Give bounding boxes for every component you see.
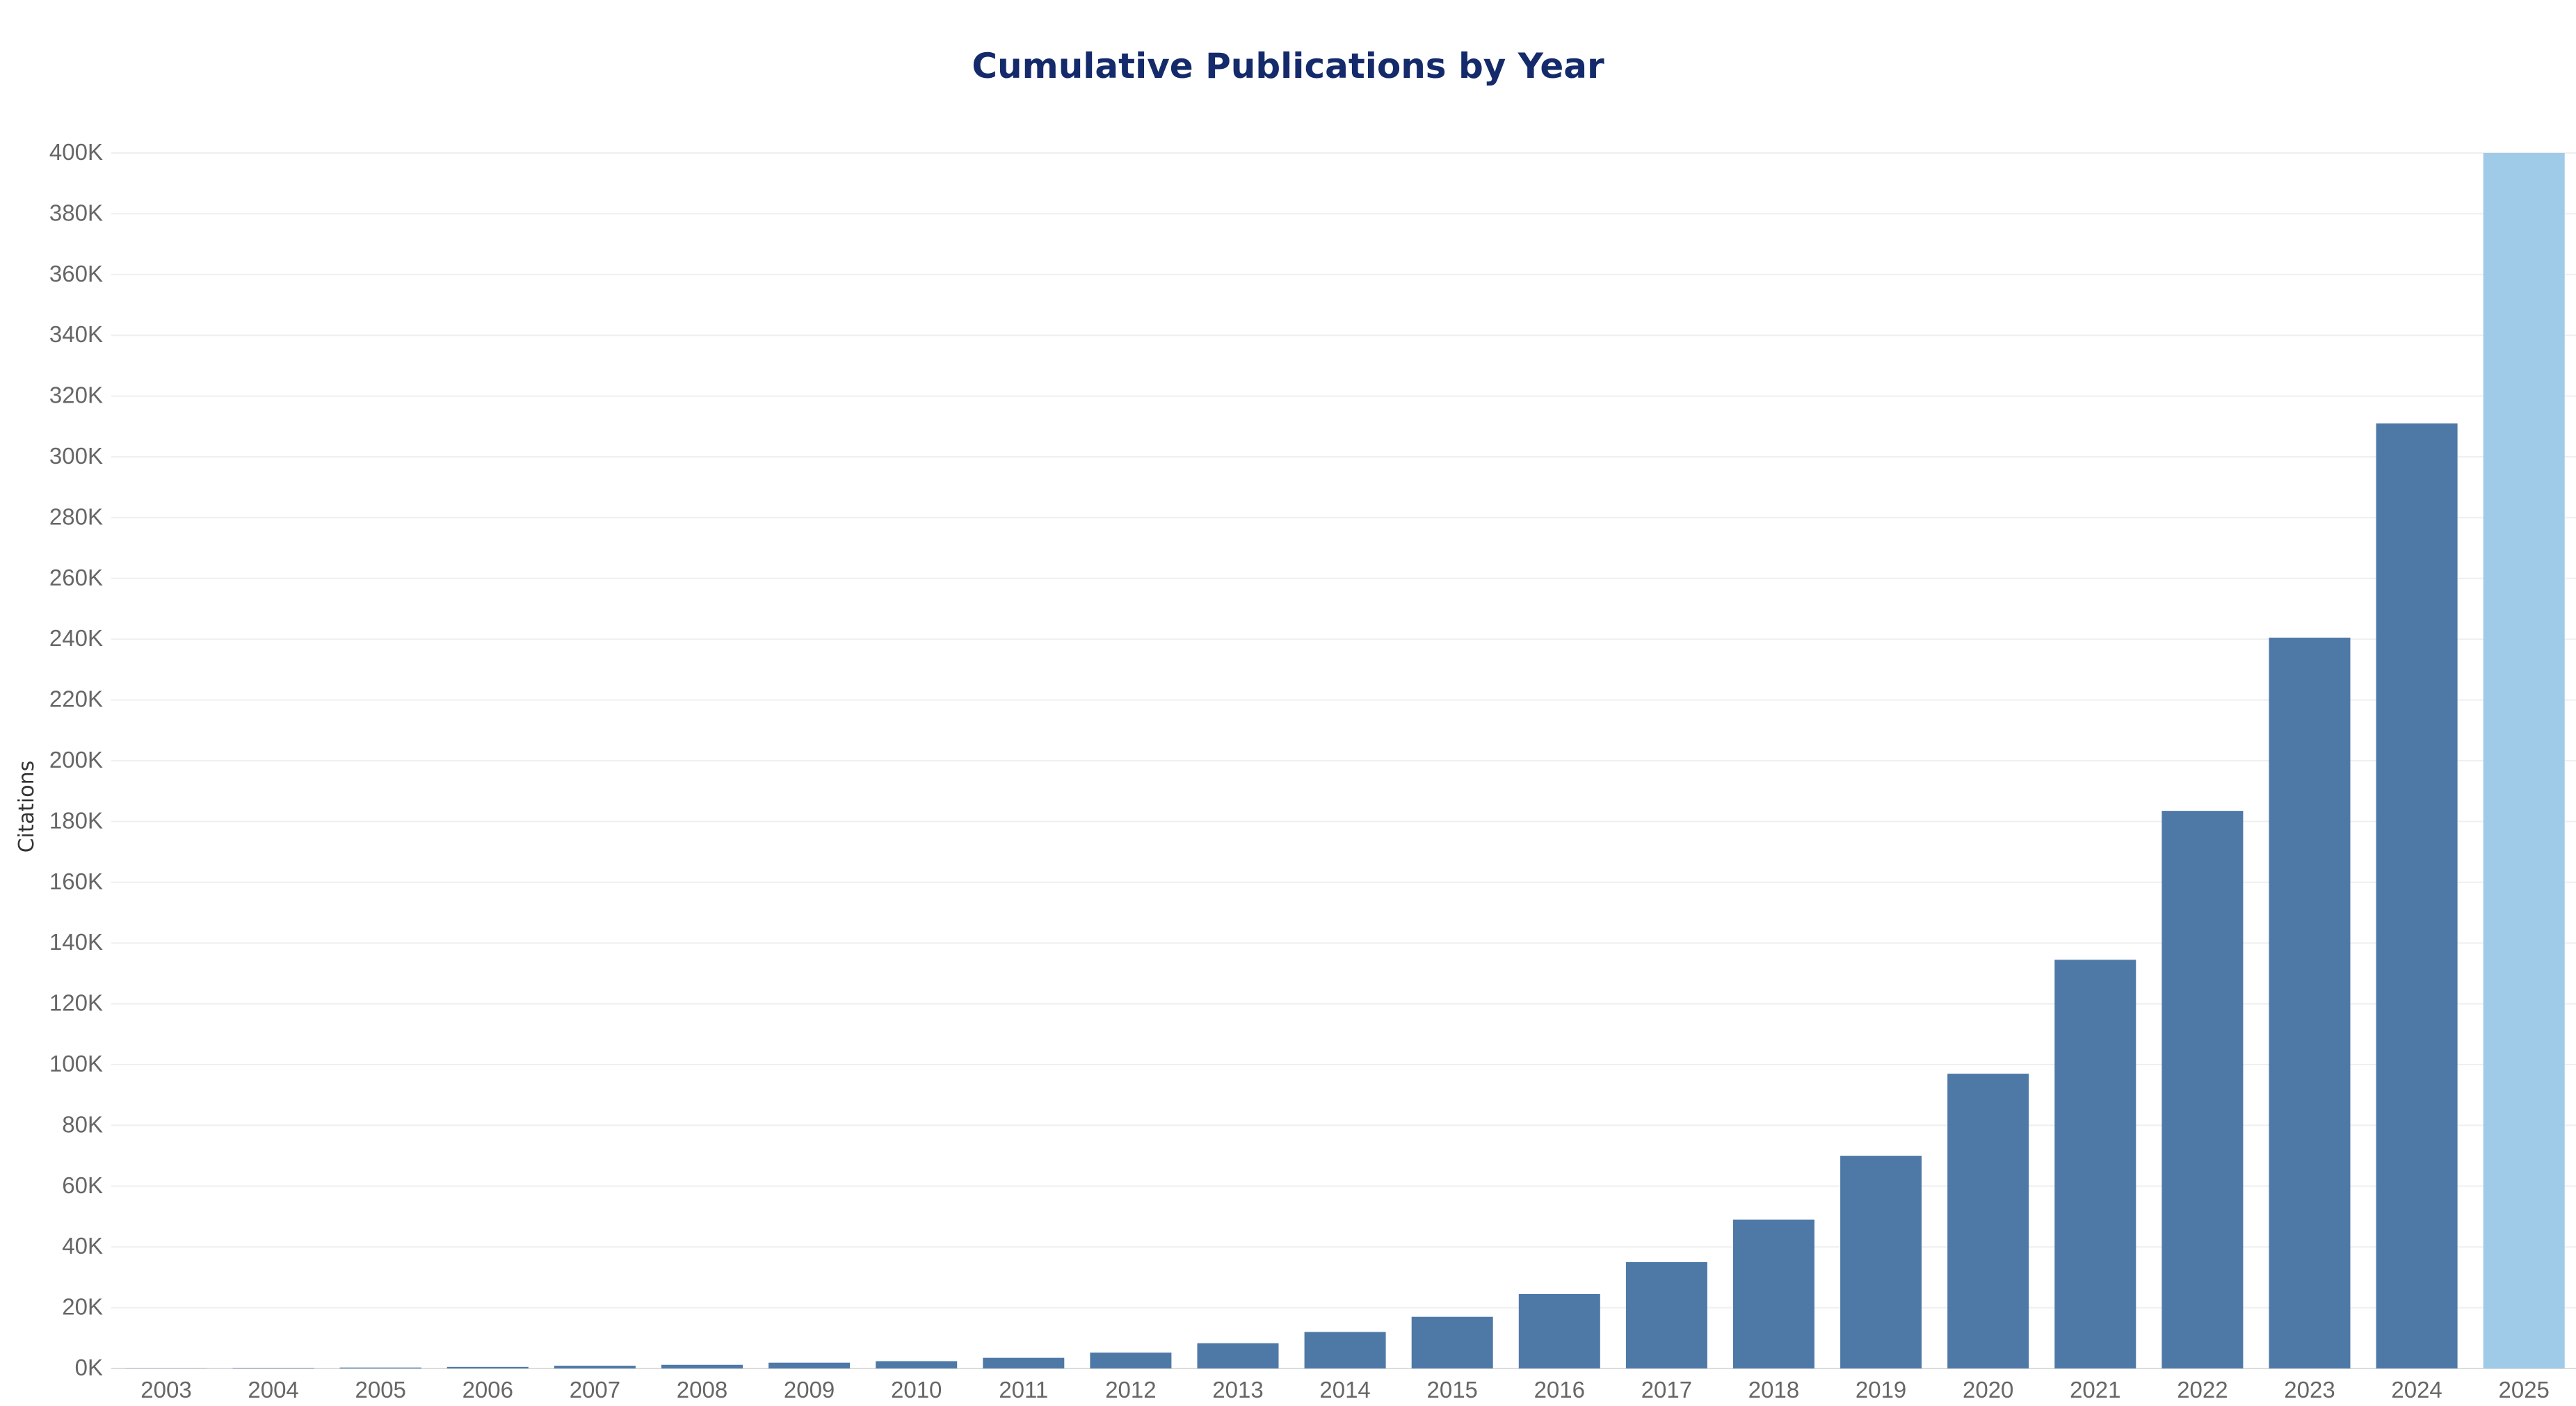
- y-tick-label: 120K: [49, 990, 103, 1016]
- bar-2023[interactable]: [2269, 638, 2351, 1368]
- x-tick-label: 2017: [1641, 1377, 1692, 1403]
- x-tick-label: 2009: [784, 1377, 835, 1403]
- bar-2014[interactable]: [1304, 1332, 1386, 1368]
- y-tick-label: 180K: [49, 807, 103, 833]
- y-tick-label: 340K: [49, 321, 103, 347]
- x-tick-label: 2021: [2070, 1377, 2120, 1403]
- x-tick-label: 2008: [677, 1377, 727, 1403]
- x-tick-label: 2018: [1748, 1377, 1799, 1403]
- x-tick-label: 2006: [462, 1377, 513, 1403]
- y-axis-label: Citations: [15, 761, 39, 853]
- x-tick-label: 2007: [570, 1377, 620, 1403]
- y-tick-label: 320K: [49, 382, 103, 408]
- y-tick-label: 200K: [49, 747, 103, 773]
- y-tick-label: 140K: [49, 929, 103, 955]
- bar-2025[interactable]: [2483, 153, 2565, 1368]
- x-tick-label: 2020: [1963, 1377, 2013, 1403]
- y-tick-label: 40K: [62, 1233, 103, 1259]
- bar-2021[interactable]: [2054, 960, 2136, 1368]
- x-tick-label: 2022: [2177, 1377, 2228, 1403]
- y-tick-label: 20K: [62, 1294, 103, 1320]
- y-tick-label: 80K: [62, 1111, 103, 1137]
- bar-2024[interactable]: [2376, 423, 2458, 1369]
- bar-2019[interactable]: [1840, 1156, 1922, 1368]
- y-axis-ticks: 0K 20K 40K 60K 80K 100K 120K 140K 160K 180K 200K 22…: [49, 139, 103, 1380]
- y-tick-label: 100K: [49, 1051, 103, 1076]
- bar-2011[interactable]: [983, 1357, 1065, 1368]
- bar-2015[interactable]: [1411, 1316, 1493, 1368]
- x-tick-label: 2004: [248, 1377, 298, 1403]
- x-tick-label: 2012: [1105, 1377, 1156, 1403]
- y-tick-label: 280K: [49, 503, 103, 529]
- bar-2013[interactable]: [1197, 1343, 1279, 1368]
- bar-2007[interactable]: [554, 1366, 636, 1368]
- bar-2012[interactable]: [1090, 1352, 1172, 1368]
- bars: [125, 153, 2565, 1369]
- bar-2009[interactable]: [768, 1362, 851, 1368]
- x-tick-label: 2019: [1855, 1377, 1906, 1403]
- bar-2022[interactable]: [2162, 811, 2244, 1368]
- bar-2017[interactable]: [1625, 1262, 1707, 1368]
- bar-2008[interactable]: [661, 1364, 743, 1368]
- y-tick-label: 160K: [49, 868, 103, 894]
- x-axis-ticks: 2003 2004 2005 2006 2007 2008 2009 2010 2011 2012…: [140, 1377, 2550, 1403]
- bar-2020[interactable]: [1947, 1074, 2029, 1368]
- y-tick-label: 60K: [62, 1172, 103, 1198]
- chart-title: Cumulative Publications by Year: [972, 46, 1604, 86]
- gridlines: [111, 152, 2576, 1369]
- y-tick-label: 400K: [49, 139, 103, 165]
- bar-2006[interactable]: [446, 1366, 529, 1368]
- x-tick-label: 2025: [2498, 1377, 2549, 1403]
- y-tick-label: 380K: [49, 200, 103, 225]
- y-tick-label: 0K: [75, 1355, 103, 1380]
- y-tick-label: 240K: [49, 625, 103, 651]
- y-tick-label: 300K: [49, 443, 103, 469]
- bar-2010[interactable]: [876, 1361, 958, 1368]
- x-tick-label: 2003: [140, 1377, 191, 1403]
- y-tick-label: 220K: [49, 686, 103, 712]
- x-tick-label: 2013: [1212, 1377, 1263, 1403]
- x-tick-label: 2016: [1534, 1377, 1585, 1403]
- x-tick-label: 2010: [891, 1377, 942, 1403]
- x-tick-label: 2024: [2391, 1377, 2442, 1403]
- x-tick-label: 2005: [355, 1377, 405, 1403]
- bar-2016[interactable]: [1518, 1293, 1600, 1368]
- x-tick-label: 2023: [2284, 1377, 2335, 1403]
- x-tick-label: 2011: [999, 1377, 1048, 1403]
- y-tick-label: 260K: [49, 565, 103, 590]
- bar-2018[interactable]: [1733, 1219, 1814, 1368]
- x-tick-label: 2015: [1426, 1377, 1477, 1403]
- x-tick-label: 2014: [1319, 1377, 1370, 1403]
- y-tick-label: 360K: [49, 261, 103, 286]
